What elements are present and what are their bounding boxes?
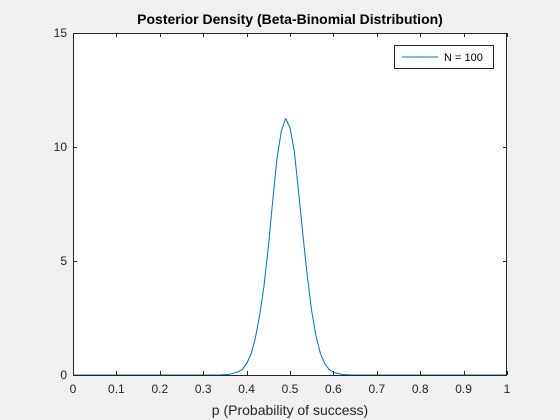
x-tick-label: 0.6: [325, 382, 342, 396]
x-tick-label: 0.5: [282, 382, 299, 396]
y-tick-label: 0: [60, 368, 67, 382]
y-tick-label: 10: [54, 140, 68, 154]
chart-title: Posterior Density (Beta-Binomial Distrib…: [137, 11, 443, 27]
x-axis-title: p (Probability of success): [212, 402, 368, 418]
legend-label: N = 100: [444, 52, 483, 64]
curve-layer: [73, 118, 507, 376]
legend-box: [394, 45, 494, 69]
y-tick-label: 15: [54, 26, 68, 40]
legend: N = 100: [394, 45, 494, 69]
series-line: [73, 118, 507, 376]
plot-area: [73, 33, 507, 375]
x-tick-label: 0.2: [151, 382, 168, 396]
x-tick-label: 0.1: [108, 382, 125, 396]
x-tick-label: 0.8: [412, 382, 429, 396]
x-tick-label: 0.4: [238, 382, 255, 396]
x-tick-label: 0.3: [195, 382, 212, 396]
x-tick-label: 0.9: [455, 382, 472, 396]
y-tick-label: 5: [60, 254, 67, 268]
x-tick-label: 0.7: [368, 382, 385, 396]
x-tick-label: 1: [504, 382, 511, 396]
x-tick-label: 0: [70, 382, 77, 396]
